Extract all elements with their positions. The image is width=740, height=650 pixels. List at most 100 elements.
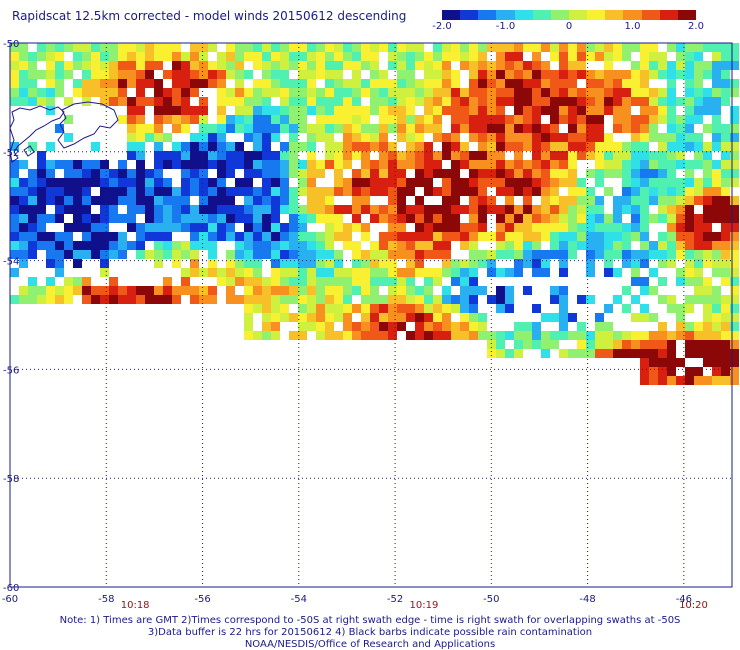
data-cell — [694, 376, 703, 385]
data-cell — [163, 151, 172, 160]
data-cell — [55, 187, 64, 196]
data-cell — [379, 115, 388, 124]
data-cell — [685, 250, 694, 259]
data-cell — [334, 313, 343, 322]
data-cell — [658, 70, 667, 79]
data-cell — [694, 232, 703, 241]
data-cell — [37, 214, 46, 223]
data-cell — [496, 169, 505, 178]
data-cell — [388, 115, 397, 124]
data-cell — [568, 349, 577, 358]
data-cell — [325, 115, 334, 124]
data-cell — [667, 223, 676, 232]
data-cell — [514, 79, 523, 88]
data-cell — [226, 43, 235, 52]
data-cell — [505, 97, 514, 106]
data-cell — [172, 142, 181, 151]
data-cell — [415, 133, 424, 142]
data-cell — [658, 205, 667, 214]
data-cell — [10, 268, 19, 277]
data-cell — [73, 223, 82, 232]
data-cell — [541, 106, 550, 115]
data-cell — [262, 160, 271, 169]
data-cell — [181, 61, 190, 70]
data-cell — [208, 151, 217, 160]
data-cell — [496, 61, 505, 70]
data-cell — [280, 151, 289, 160]
data-cell — [109, 61, 118, 70]
data-cell — [10, 43, 19, 52]
data-cell — [577, 223, 586, 232]
data-cell — [271, 124, 280, 133]
data-cell — [487, 232, 496, 241]
data-cell — [388, 331, 397, 340]
color-scale-segment — [514, 10, 533, 20]
data-cell — [532, 178, 541, 187]
data-cell — [154, 43, 163, 52]
data-cell — [559, 115, 568, 124]
data-cell — [415, 268, 424, 277]
data-cell — [181, 268, 190, 277]
data-cell — [658, 340, 667, 349]
data-cell — [163, 52, 172, 61]
data-cell — [163, 214, 172, 223]
data-cell — [595, 340, 604, 349]
data-cell — [622, 79, 631, 88]
data-cell — [649, 97, 658, 106]
data-cell — [694, 340, 703, 349]
data-cell — [118, 196, 127, 205]
data-cell — [469, 196, 478, 205]
data-cell — [262, 277, 271, 286]
data-cell — [550, 106, 559, 115]
data-cell — [433, 205, 442, 214]
data-cell — [298, 178, 307, 187]
data-cell — [730, 178, 739, 187]
data-cell — [694, 286, 703, 295]
data-cell — [730, 115, 739, 124]
data-cell — [127, 124, 136, 133]
data-cell — [352, 304, 361, 313]
data-cell — [658, 214, 667, 223]
data-cell — [28, 70, 37, 79]
data-cell — [460, 286, 469, 295]
data-cell — [343, 313, 352, 322]
data-cell — [163, 223, 172, 232]
data-cell — [370, 106, 379, 115]
color-scale-segment — [677, 10, 696, 20]
data-cell — [316, 214, 325, 223]
data-cell — [406, 178, 415, 187]
data-cell — [73, 187, 82, 196]
data-cell — [595, 196, 604, 205]
data-cell — [280, 124, 289, 133]
data-cell — [190, 250, 199, 259]
data-cell — [658, 187, 667, 196]
data-cell — [334, 286, 343, 295]
data-cell — [541, 169, 550, 178]
data-cell — [154, 250, 163, 259]
data-cell — [559, 322, 568, 331]
data-cell — [262, 214, 271, 223]
data-cell — [10, 223, 19, 232]
data-cell — [334, 232, 343, 241]
data-cell — [730, 160, 739, 169]
data-cell — [253, 151, 262, 160]
data-cell — [136, 286, 145, 295]
data-cell — [442, 88, 451, 97]
data-cell — [559, 331, 568, 340]
data-cell — [460, 52, 469, 61]
data-cell — [442, 61, 451, 70]
data-cell — [541, 88, 550, 97]
longitude-label: -48 — [579, 594, 595, 605]
data-cell — [64, 241, 73, 250]
data-cell — [100, 61, 109, 70]
data-cell — [343, 43, 352, 52]
data-cell — [496, 349, 505, 358]
data-cell — [145, 295, 154, 304]
data-cell — [64, 232, 73, 241]
data-cell — [487, 160, 496, 169]
data-cell — [343, 115, 352, 124]
data-cell — [523, 88, 532, 97]
data-cell — [649, 241, 658, 250]
data-cell — [424, 277, 433, 286]
data-cell — [694, 223, 703, 232]
